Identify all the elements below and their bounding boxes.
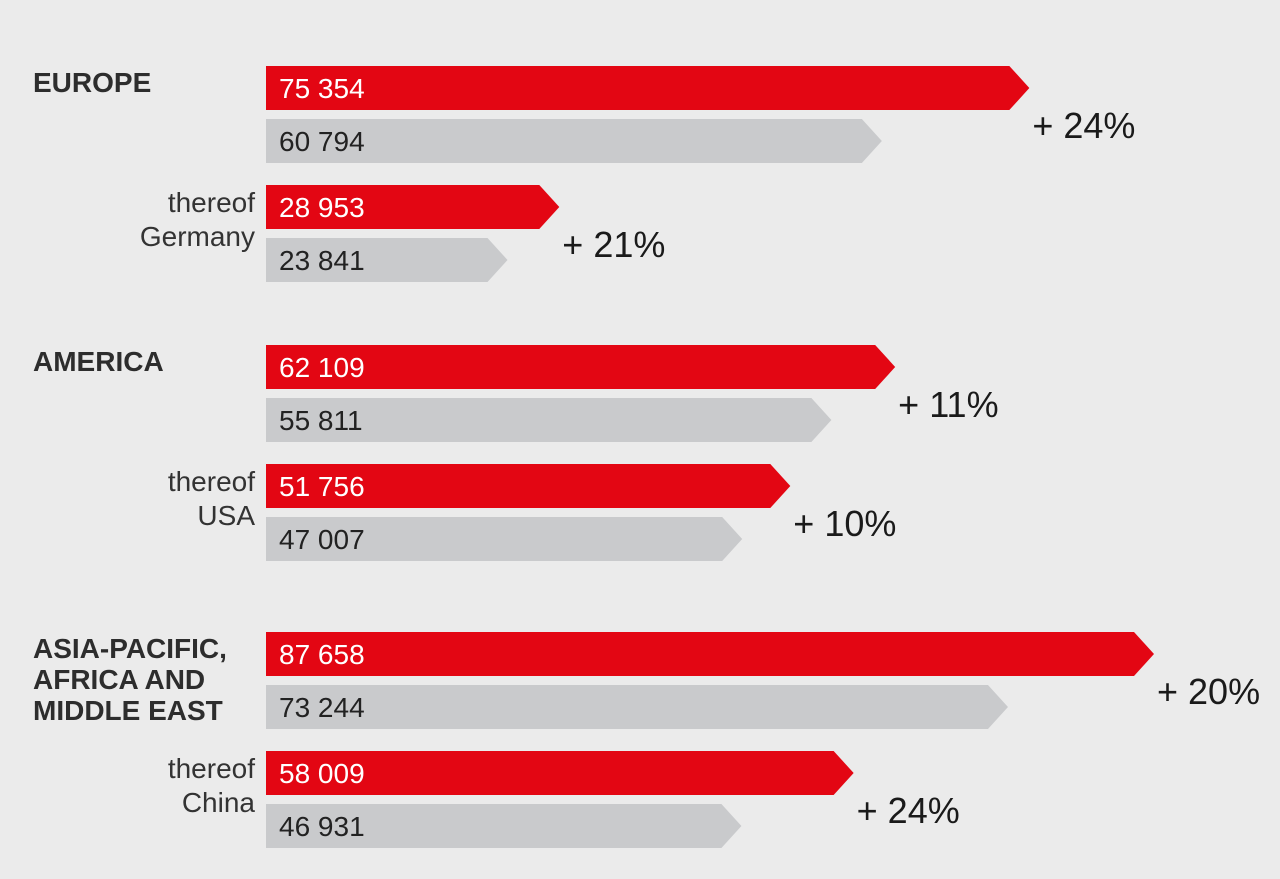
group-2-change-label: + 11% xyxy=(898,384,998,425)
group-1-sub-current-bar xyxy=(266,185,560,229)
group-1-current-value: 75 354 xyxy=(279,73,365,104)
group-1-region-label-line-1: EUROPE xyxy=(33,67,151,98)
group-1-sub-label-line-2: Germany xyxy=(140,221,255,252)
group-1-sub-prior-bar xyxy=(266,238,508,282)
group-3-sub-prior-value: 46 931 xyxy=(279,811,365,842)
group-1-sub-current-value: 28 953 xyxy=(279,192,365,223)
group-3-sub-change-label: + 24% xyxy=(857,790,960,831)
group-3-current-value: 87 658 xyxy=(279,639,365,670)
group-3-prior-value: 73 244 xyxy=(279,692,365,723)
group-2-sub-prior-bar xyxy=(266,517,743,561)
group-2-current-bar xyxy=(266,345,896,389)
group-1-sub-change-label: + 21% xyxy=(562,224,665,265)
group-1-prior-value: 60 794 xyxy=(279,126,365,157)
group-3-region-label-line-2: AFRICA AND xyxy=(33,664,205,695)
group-3-sub-label-line-2: China xyxy=(182,787,256,818)
group-3-sub-current-bar xyxy=(266,751,854,795)
group-3-current-bar xyxy=(266,632,1154,676)
group-2-sub-current-bar xyxy=(266,464,791,508)
group-3-sub-current-value: 58 009 xyxy=(279,758,365,789)
group-3-region-label-line-3: MIDDLE EAST xyxy=(33,695,223,726)
group-2-current-value: 62 109 xyxy=(279,352,365,383)
group-2-sub-label-line-1: thereof xyxy=(168,466,255,497)
group-3-sub-label-line-1: thereof xyxy=(168,753,255,784)
group-1-prior-bar xyxy=(266,119,882,163)
group-2-sub-change-label: + 10% xyxy=(793,503,896,544)
group-2-sub-current-value: 51 756 xyxy=(279,471,365,502)
group-2-prior-bar xyxy=(266,398,832,442)
group-2-prior-value: 55 811 xyxy=(279,405,363,436)
group-2-sub-label-line-2: USA xyxy=(197,500,255,531)
group-1-current-bar xyxy=(266,66,1030,110)
group-2-region-label-line-1: AMERICA xyxy=(33,346,164,377)
group-2-sub-prior-value: 47 007 xyxy=(279,524,365,555)
group-1-sub-label-line-1: thereof xyxy=(168,187,255,218)
group-1-sub-prior-value: 23 841 xyxy=(279,245,365,276)
group-3-prior-bar xyxy=(266,685,1008,729)
group-3-region-label-line-1: ASIA-PACIFIC, xyxy=(33,633,227,664)
group-3-change-label: + 20% xyxy=(1157,671,1260,712)
group-1-change-label: + 24% xyxy=(1032,105,1135,146)
group-3-sub-prior-bar xyxy=(266,804,742,848)
